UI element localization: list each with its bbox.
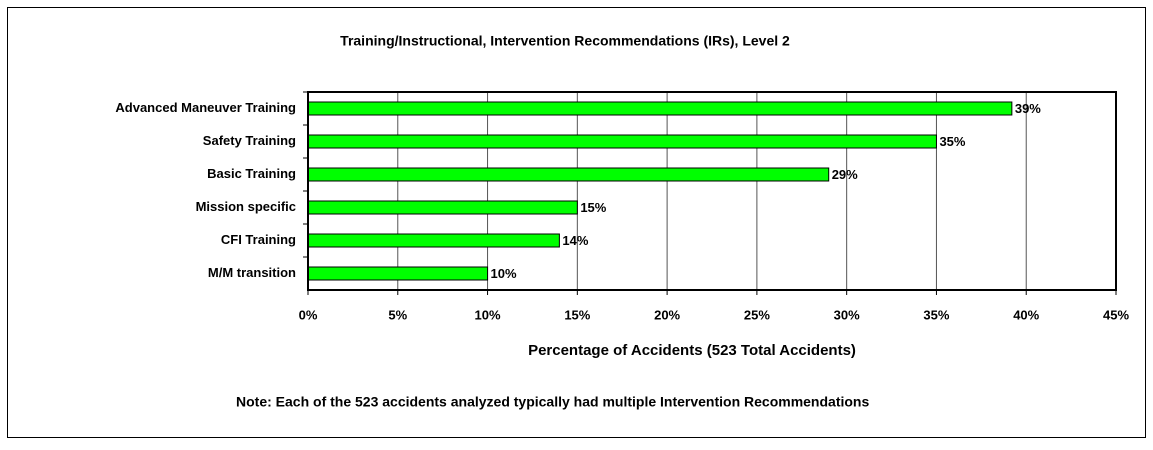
value-label: 15% — [580, 200, 606, 215]
x-tick-label: 0% — [299, 307, 318, 322]
value-label: 14% — [562, 233, 588, 248]
x-tick-label: 30% — [834, 307, 860, 322]
value-label: 35% — [939, 134, 965, 149]
y-tick-label: Mission specific — [196, 199, 296, 214]
plot-area — [308, 92, 1116, 290]
x-tick-label: 45% — [1103, 307, 1129, 322]
bar — [307, 233, 560, 248]
chart-title: Training/Instructional, Intervention Rec… — [340, 33, 790, 49]
x-tick-label: 15% — [564, 307, 590, 322]
x-tick-label: 25% — [744, 307, 770, 322]
bar — [307, 266, 489, 281]
x-tick-label: 40% — [1013, 307, 1039, 322]
note: Note: Each of the 523 accidents analyzed… — [236, 394, 869, 410]
y-tick-label: Basic Training — [207, 166, 296, 181]
y-tick-label: M/M transition — [208, 265, 296, 280]
bar — [307, 101, 1013, 116]
value-label: 29% — [832, 167, 858, 182]
y-tick-label: CFI Training — [221, 232, 296, 247]
x-axis-title: Percentage of Accidents (523 Total Accid… — [528, 342, 856, 359]
y-tick-label: Advanced Maneuver Training — [115, 100, 296, 115]
y-tick-label: Safety Training — [203, 133, 296, 148]
x-tick-label: 20% — [654, 307, 680, 322]
x-tick-label: 35% — [923, 307, 949, 322]
value-label: 10% — [491, 266, 517, 281]
bar — [307, 200, 578, 215]
value-label: 39% — [1015, 101, 1041, 116]
plot-border — [307, 91, 1117, 291]
bar — [307, 134, 937, 149]
x-tick-label: 10% — [475, 307, 501, 322]
x-tick-label: 5% — [388, 307, 407, 322]
bar — [307, 167, 830, 182]
